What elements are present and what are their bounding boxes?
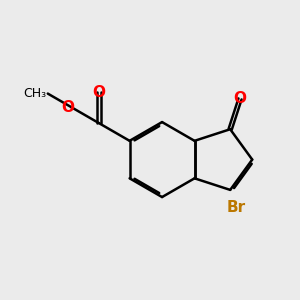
Text: Br: Br [226,200,245,215]
Text: O: O [92,85,105,100]
Text: O: O [233,92,247,106]
Text: CH₃: CH₃ [23,87,46,100]
Text: O: O [61,100,75,115]
